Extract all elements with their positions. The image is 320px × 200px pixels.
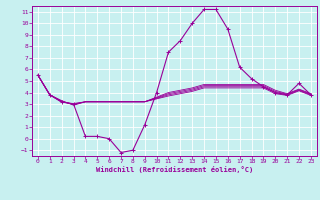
X-axis label: Windchill (Refroidissement éolien,°C): Windchill (Refroidissement éolien,°C) — [96, 166, 253, 173]
